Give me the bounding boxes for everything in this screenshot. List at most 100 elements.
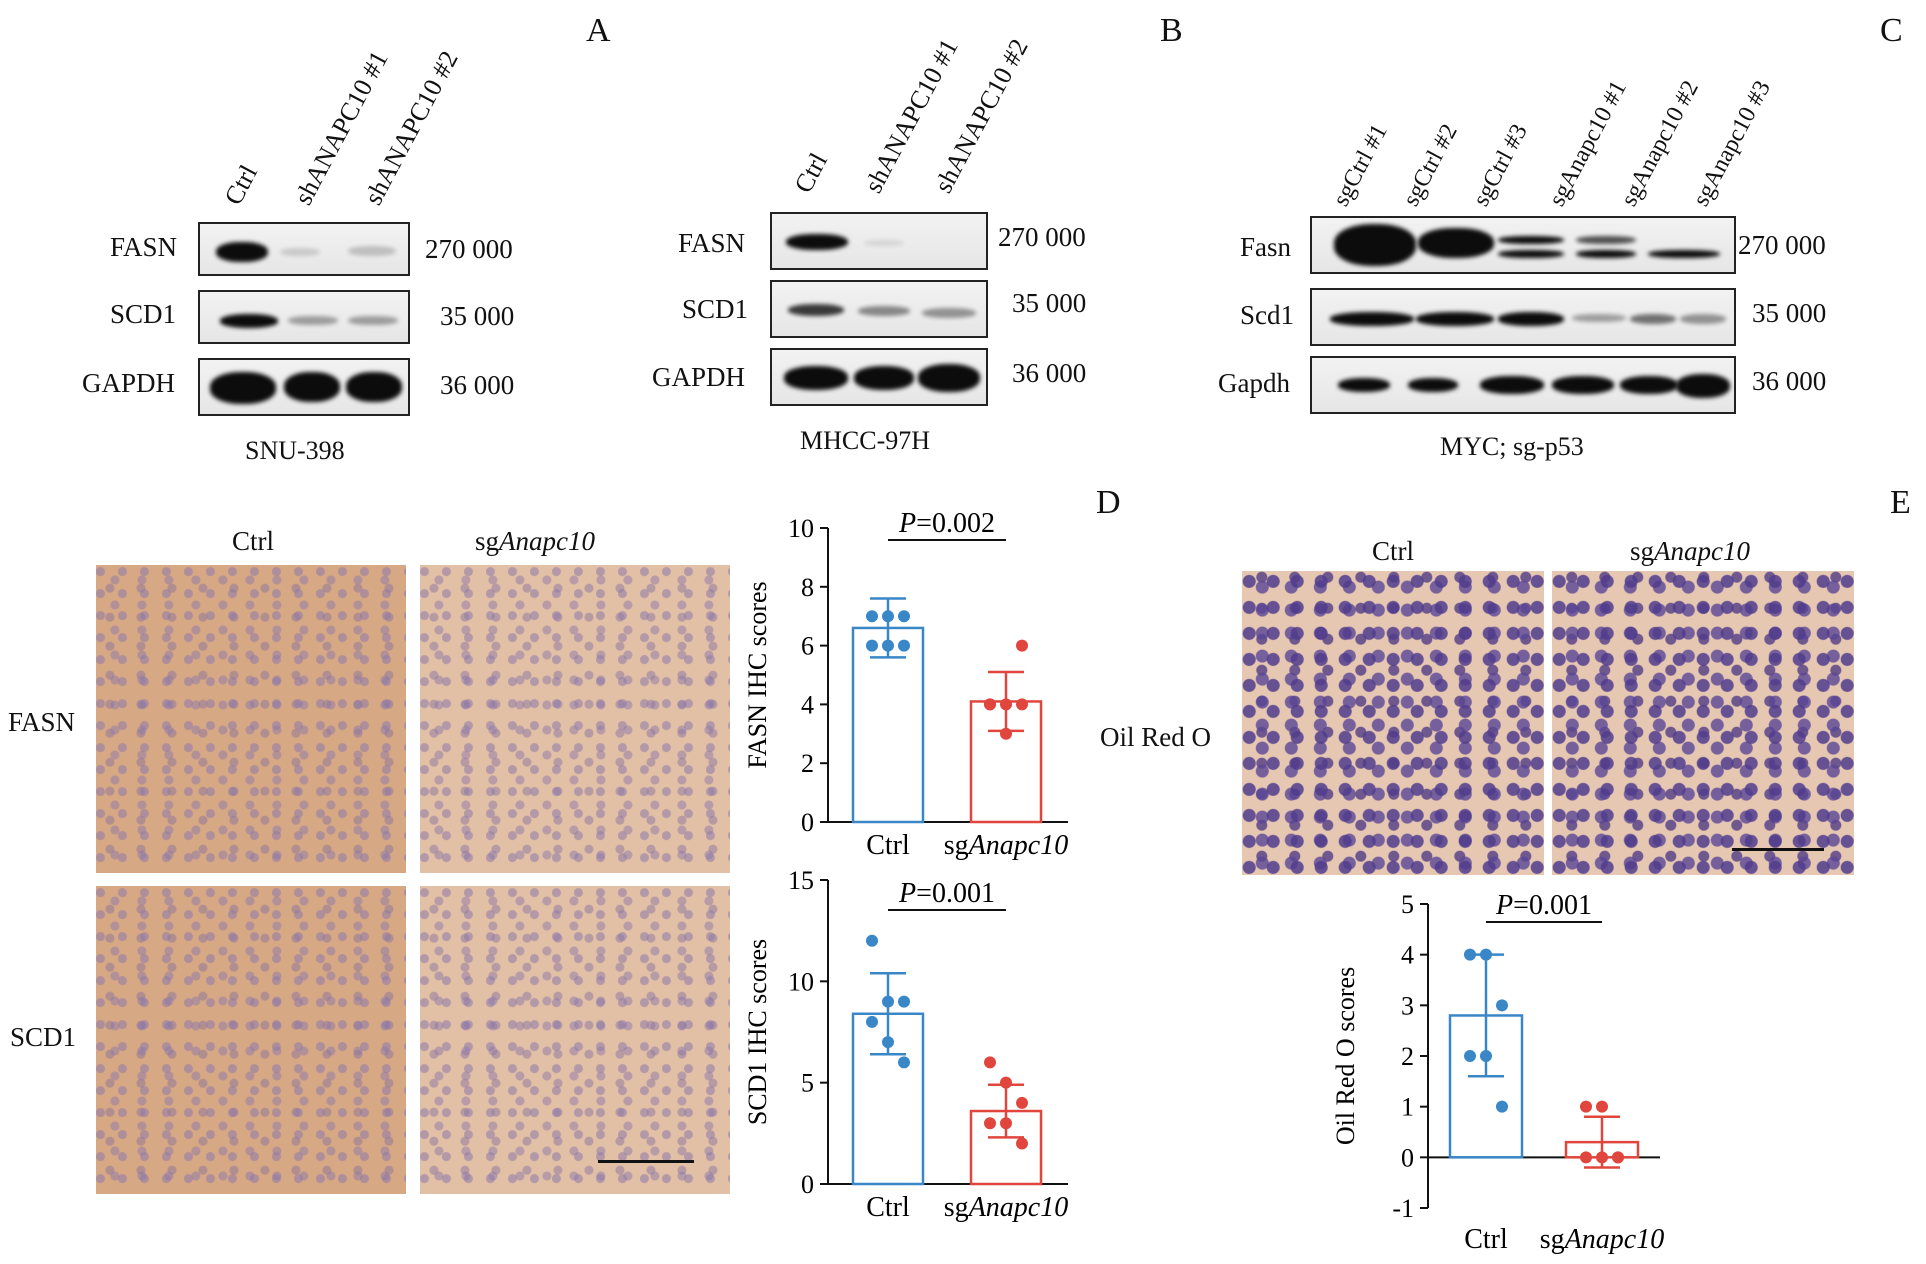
data-point — [1480, 1050, 1492, 1062]
data-point — [1480, 948, 1492, 961]
y-axis-label: Oil Red O scores — [1331, 967, 1360, 1145]
panel-label-b: B — [1160, 12, 1183, 49]
blot-strip — [1310, 216, 1736, 274]
data-point — [1612, 1151, 1624, 1164]
data-point — [866, 1015, 878, 1028]
column-label: Ctrl — [1372, 536, 1415, 566]
scd1-ihc-chart: 0 5 10 15 SCD1 IHC scores Ctrl sgAnapc10 P=0.00… — [743, 866, 1068, 1223]
data-point — [898, 639, 910, 652]
mw-label: 35 000 — [1752, 298, 1827, 328]
lane-label: Ctrl — [218, 160, 264, 210]
oro-image-sg — [1552, 571, 1854, 875]
blot-caption: MYC; sg-p53 — [1440, 432, 1584, 461]
data-point — [984, 1117, 996, 1130]
data-point — [1596, 1100, 1608, 1113]
oil-red-o-chart: -1 0 1 2 3 4 5 Oil Red O scores Ctrl sgAnapc10 P=0… — [1331, 890, 1664, 1255]
row-label: Gapdh — [1218, 368, 1290, 398]
y-tick-label: -1 — [1392, 1194, 1414, 1223]
y-axis-label: SCD1 IHC scores — [743, 939, 772, 1125]
blot-strip — [198, 290, 410, 344]
data-point — [1596, 1151, 1608, 1164]
blot-caption: MHCC-97H — [800, 426, 931, 455]
column-label: Ctrl — [232, 526, 275, 556]
oro-image-ctrl — [1242, 571, 1544, 875]
data-point — [1496, 999, 1508, 1012]
p-value-label: P=0.002 — [898, 508, 995, 539]
data-point — [866, 639, 878, 652]
panel-label-d: D — [1096, 484, 1121, 521]
y-axis-label: FASN IHC scores — [743, 581, 772, 768]
y-tick-label: 1 — [1401, 1093, 1414, 1122]
y-tick-label: 2 — [1401, 1042, 1414, 1071]
ihc-image-scd1-sg — [420, 886, 730, 1194]
column-label: sgAnapc10 — [1630, 536, 1750, 566]
data-point — [898, 610, 910, 623]
data-point — [1016, 639, 1028, 652]
y-tick-label: 3 — [1401, 991, 1414, 1020]
column-label: sgAnapc10 — [475, 526, 595, 556]
mw-label: 270 000 — [425, 234, 513, 264]
row-label: GAPDH — [82, 368, 176, 398]
x-tick-label: sgAnapc10 — [944, 1192, 1068, 1223]
ihc-image-scd1-ctrl — [96, 886, 406, 1194]
y-tick-label: 4 — [1401, 941, 1414, 970]
scale-bar — [598, 1160, 694, 1163]
data-point — [1016, 698, 1028, 711]
y-tick-label: 10 — [788, 514, 814, 543]
row-label: Fasn — [1240, 232, 1292, 262]
row-label: SCD1 — [682, 294, 749, 324]
data-point — [882, 610, 894, 623]
blot-strip — [198, 222, 410, 276]
row-label: SCD1 — [110, 299, 177, 329]
y-tick-label: 8 — [801, 573, 814, 602]
data-point — [1580, 1100, 1592, 1113]
data-point — [1016, 1096, 1028, 1109]
data-point — [882, 995, 894, 1008]
fasn-ihc-chart: 0 2 4 6 8 10 FASN IHC scores Ctrl sgAnapc10 P=0.0… — [743, 508, 1068, 861]
x-tick-label: sgAnapc10 — [944, 830, 1068, 861]
data-point — [1000, 727, 1012, 740]
blot-strip — [1310, 356, 1736, 414]
y-tick-label: 0 — [801, 808, 814, 837]
data-point — [1000, 698, 1012, 711]
lane-label: sgCtrl #2 — [1398, 120, 1463, 211]
y-tick-label: 0 — [1401, 1143, 1414, 1172]
data-point — [984, 1056, 996, 1069]
data-point — [898, 1056, 910, 1069]
lane-label: sgCtrl #1 — [1328, 120, 1393, 211]
mw-label: 270 000 — [998, 222, 1086, 252]
ihc-image-fasn-ctrl — [96, 565, 406, 873]
data-point — [1000, 1076, 1012, 1089]
blot-strip — [770, 280, 988, 338]
y-tick-label: 15 — [788, 866, 814, 895]
mw-label: 36 000 — [1752, 366, 1827, 396]
data-point — [1496, 1100, 1508, 1113]
row-label: FASN — [8, 707, 76, 737]
panel-label-e: E — [1890, 484, 1911, 521]
data-point — [866, 934, 878, 947]
y-tick-label: 2 — [801, 749, 814, 778]
data-point — [1016, 1137, 1028, 1150]
row-label: Oil Red O — [1100, 722, 1211, 752]
data-point — [898, 995, 910, 1008]
row-label: SCD1 — [10, 1022, 77, 1052]
data-point — [1464, 1050, 1476, 1062]
x-tick-label: sgAnapc10 — [1540, 1224, 1664, 1255]
ihc-image-fasn-sg — [420, 565, 730, 873]
lane-label: Ctrl — [788, 148, 834, 198]
y-tick-label: 4 — [801, 690, 814, 719]
blot-caption: SNU-398 — [245, 436, 345, 465]
row-label: GAPDH — [652, 362, 746, 392]
data-point — [984, 698, 996, 711]
row-label: FASN — [110, 232, 178, 262]
row-label: Scd1 — [1240, 300, 1294, 330]
mw-label: 36 000 — [1012, 358, 1087, 388]
scale-bar — [1732, 848, 1824, 851]
mw-label: 35 000 — [1012, 288, 1087, 318]
y-tick-label: 6 — [801, 632, 814, 661]
panel-label-c: C — [1880, 12, 1903, 49]
p-value-label: P=0.001 — [898, 878, 995, 909]
panel-label-a: A — [586, 12, 611, 49]
data-point — [882, 639, 894, 652]
lane-label: sgCtrl #3 — [1468, 120, 1533, 211]
